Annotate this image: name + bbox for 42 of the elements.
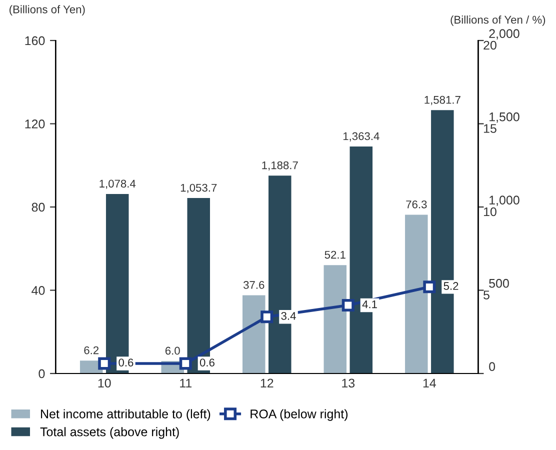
legend-label: Net income attributable to (left) (41, 409, 210, 421)
x-tick-label: 13 (342, 378, 355, 388)
bar (324, 265, 347, 374)
y3-tick-label: 5 (484, 290, 490, 300)
y-tick-label: 120 (25, 120, 45, 128)
y-tick-label: 40 (32, 286, 45, 295)
data-label: 6.0 (165, 346, 180, 355)
y2-tick-label: 2,000 (489, 29, 520, 40)
x-tick-label: 10 (98, 378, 111, 388)
data-label: 1,581.7 (424, 96, 460, 106)
y2-tick-label: 1,000 (490, 196, 520, 206)
data-label: 3.4 (281, 312, 296, 320)
data-label: 76.3 (406, 200, 427, 208)
legend-label: ROA (below right) (250, 409, 348, 421)
y2-tick-label: 1,500 (490, 112, 520, 123)
y-tick-label: 0 (38, 369, 45, 378)
bar (405, 214, 428, 374)
bar (242, 295, 266, 374)
data-label: 37.6 (243, 281, 264, 289)
x-tick-label: 12 (260, 378, 274, 388)
y-tick-label: 80 (32, 202, 45, 212)
y3-tick-label: 15 (484, 124, 496, 133)
data-label: 5.2 (444, 282, 458, 290)
data-label: 52.1 (324, 250, 346, 259)
data-label: 1,078.4 (100, 180, 136, 189)
y-tick-label: 160 (25, 36, 45, 46)
y2-axis-title: (Billions of Yen / %) (450, 16, 546, 26)
y-axis-title: (Billions of Yen) (10, 5, 85, 16)
data-label: 0.6 (200, 358, 214, 366)
data-label: 4.1 (362, 300, 377, 308)
data-label: 6.2 (84, 346, 99, 354)
y2-tick-label: 500 (489, 278, 509, 288)
y3-tick-label: 20 (484, 40, 496, 50)
x-tick-label: 14 (423, 378, 436, 388)
data-label: 0.6 (118, 358, 134, 366)
x-tick-label: 11 (180, 378, 192, 388)
data-label: 1,188.7 (262, 161, 298, 171)
legend-label: Total assets (above right) (40, 427, 179, 439)
data-label: 1,053.7 (180, 184, 217, 194)
y2-tick-label: 0 (489, 362, 496, 372)
data-label: 1,363.4 (343, 132, 380, 142)
y3-tick-label: 10 (484, 207, 496, 216)
